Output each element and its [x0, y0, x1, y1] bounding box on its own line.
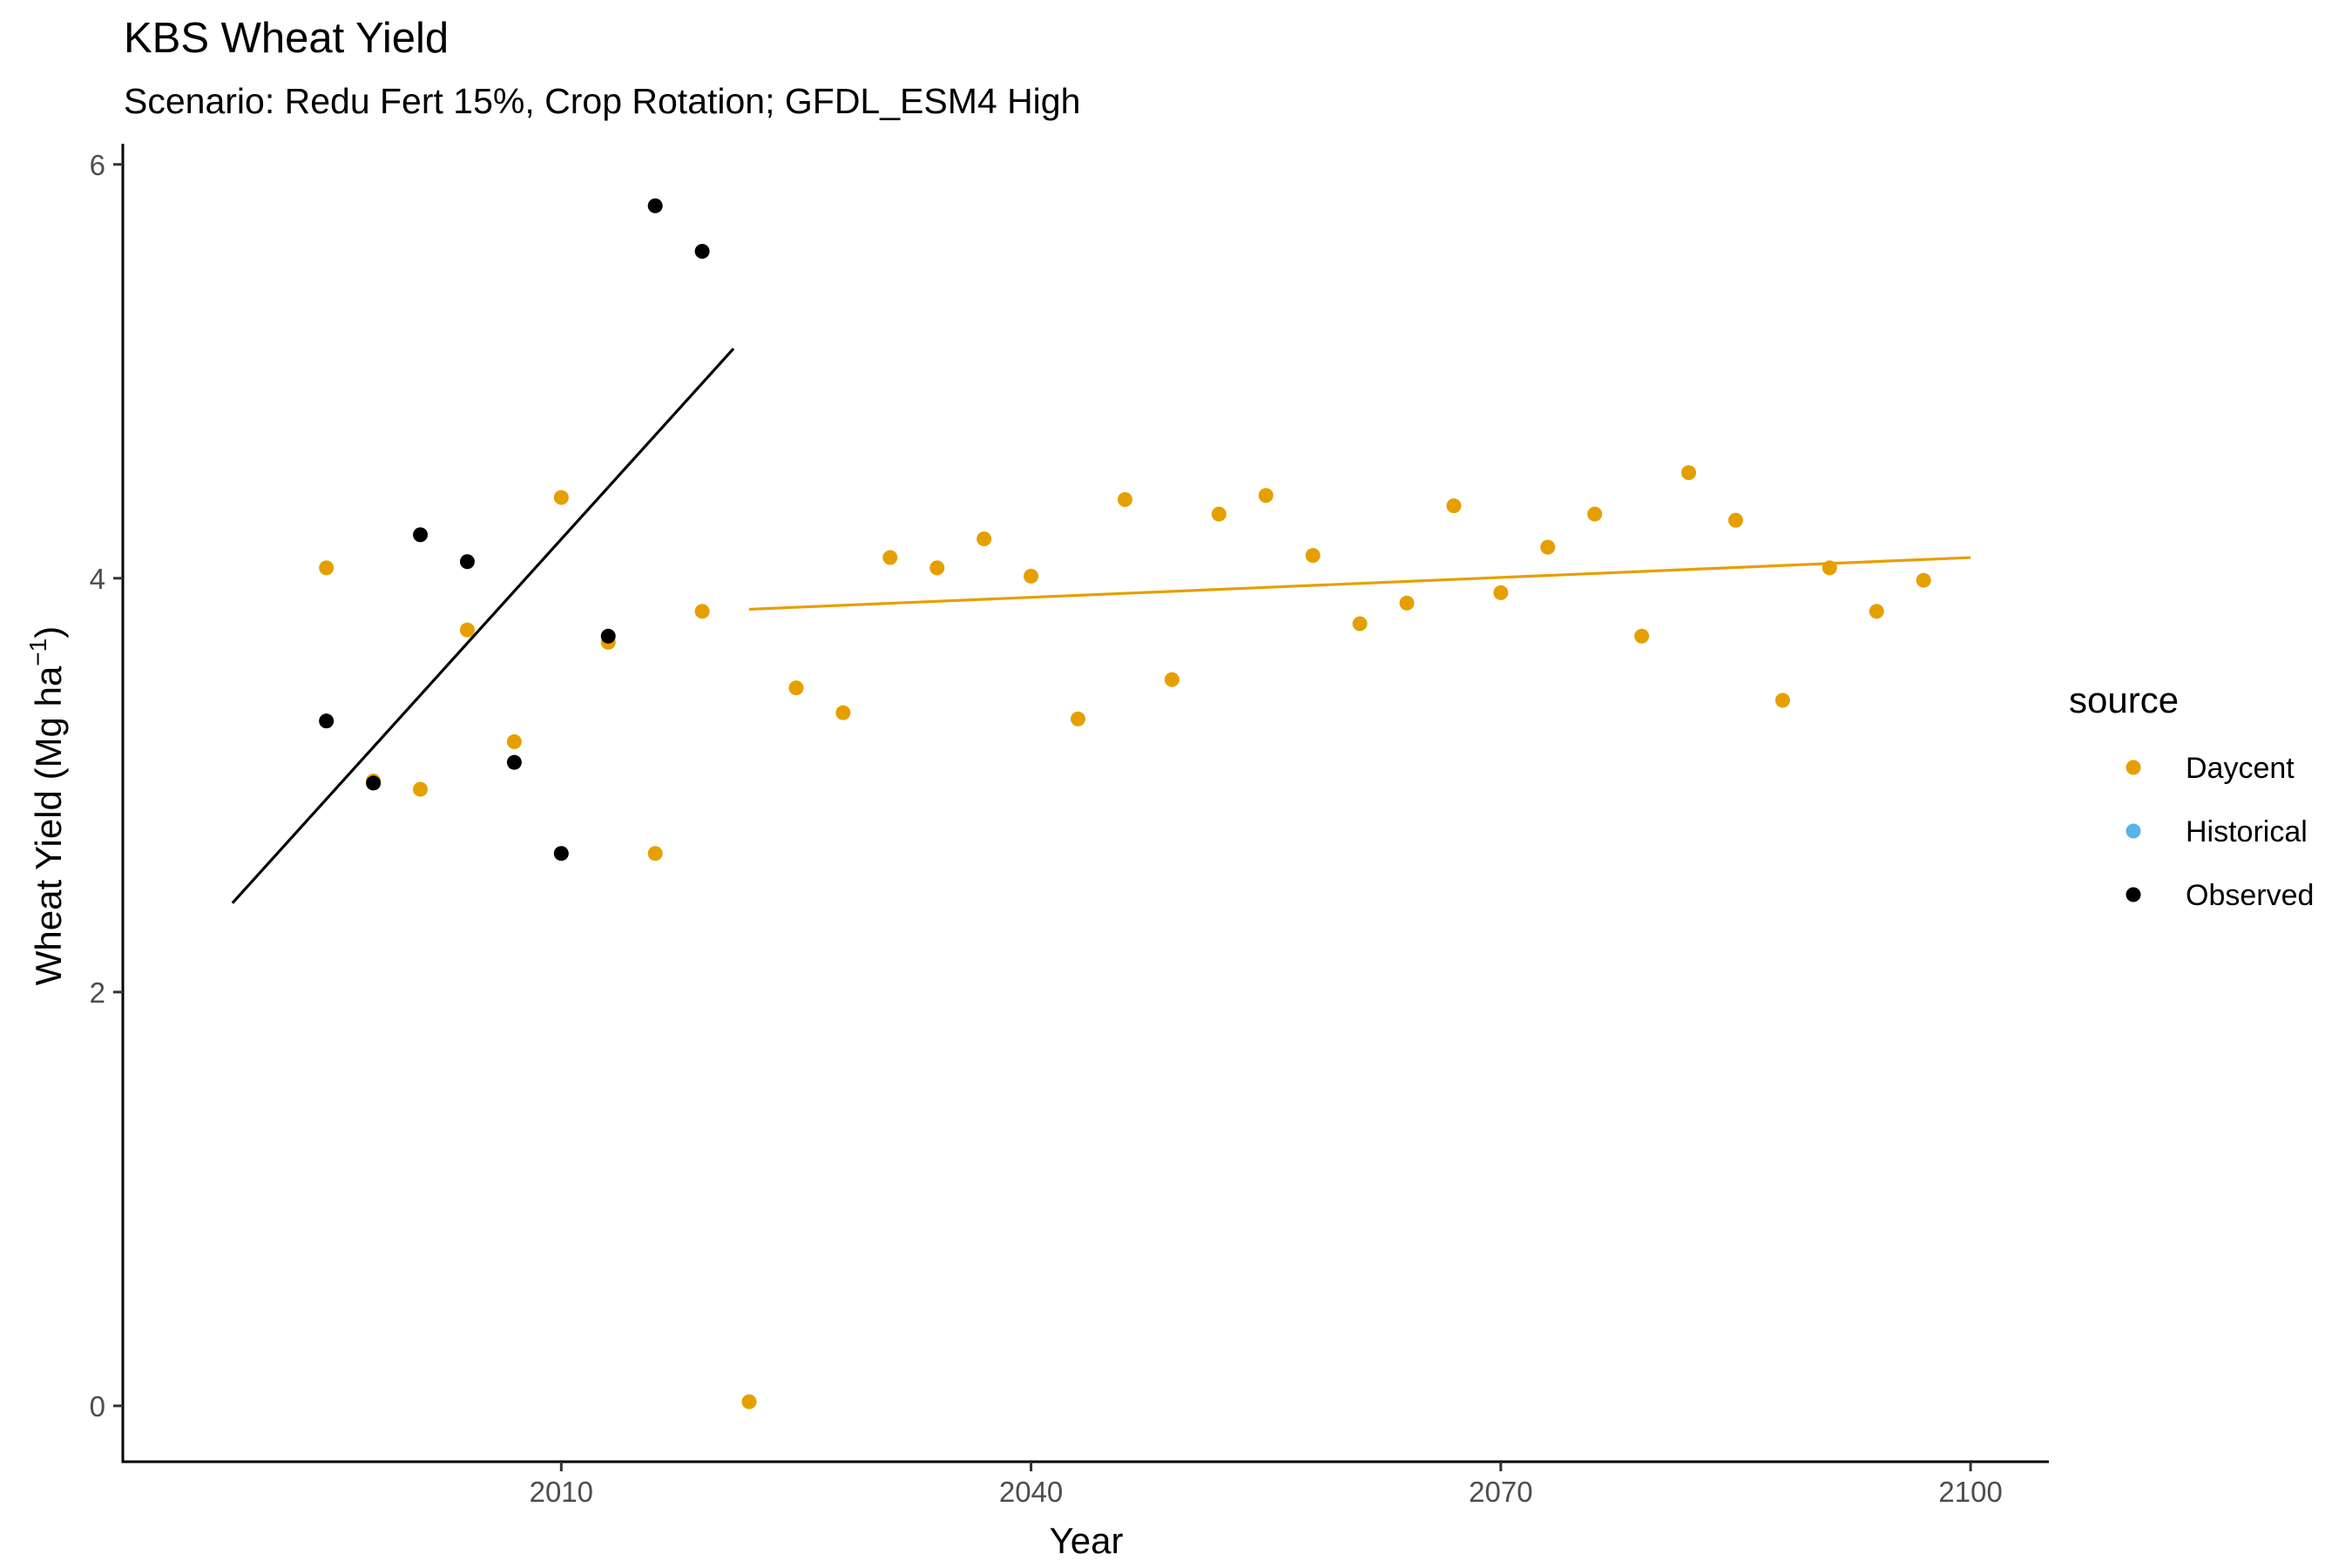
daycent-point [882, 550, 898, 565]
daycent-point [741, 1394, 757, 1409]
observed-point [553, 846, 569, 862]
observed-point [459, 554, 475, 570]
x-tick-label: 2010 [530, 1476, 593, 1508]
daycent-point [1258, 488, 1274, 504]
legend-label-daycent: Daycent [2186, 752, 2295, 785]
observed-point [694, 244, 710, 260]
daycent-point [929, 560, 945, 576]
daycent-point [1774, 693, 1790, 708]
daycent-point [694, 604, 710, 619]
x-tick-label: 2100 [1938, 1476, 2002, 1508]
daycent-point [1352, 616, 1368, 632]
daycent-trend-line [748, 556, 1971, 612]
daycent-point [1305, 548, 1321, 564]
daycent-point [506, 733, 522, 749]
y-tick-label: 6 [90, 149, 105, 181]
daycent-point [788, 680, 804, 696]
observed-point [319, 713, 335, 729]
legend: source Daycent Historical Observed [2069, 679, 2314, 912]
observed-point [600, 628, 616, 644]
daycent-point [319, 560, 335, 576]
daycent-point [977, 531, 992, 547]
daycent-point [1399, 595, 1415, 611]
observed-trend-line [231, 348, 735, 904]
x-tick-label: 2070 [1469, 1476, 1532, 1508]
y-tick-label: 4 [90, 563, 105, 595]
x-tick-label: 2040 [999, 1476, 1063, 1508]
observed-point [366, 775, 382, 791]
chart-title: KBS Wheat Yield [124, 15, 449, 62]
daycent-point [1681, 465, 1697, 481]
daycent-point [1446, 498, 1462, 514]
daycent-point [1540, 539, 1556, 555]
legend-key-daycent [2126, 760, 2141, 775]
daycent-point [1727, 512, 1743, 528]
daycent-point [1869, 604, 1884, 619]
daycent-point [835, 705, 851, 720]
legend-key-historical [2126, 823, 2141, 839]
y-axis-title-superscript: −1 [24, 639, 51, 666]
x-axis-ticks: 2010 2040 2070 2100 [530, 1462, 2003, 1508]
data-points [319, 198, 1931, 1409]
y-tick-label: 0 [90, 1390, 105, 1423]
legend-title: source [2069, 679, 2179, 720]
legend-label-observed: Observed [2186, 879, 2314, 912]
daycent-point [647, 846, 663, 862]
daycent-point [1587, 506, 1603, 522]
trend-lines [231, 348, 1971, 904]
observed-point [506, 754, 522, 770]
chart-subtitle: Scenario: Redu Fert 15%, Crop Rotation; … [124, 81, 1080, 121]
daycent-point [1634, 628, 1650, 644]
legend-key-observed [2126, 887, 2141, 902]
observed-point [647, 198, 663, 213]
observed-point [413, 527, 429, 543]
daycent-point [553, 490, 569, 505]
daycent-point [1211, 506, 1227, 522]
daycent-point [1164, 672, 1179, 687]
daycent-point [1071, 711, 1086, 727]
daycent-point [1916, 572, 1931, 588]
y-axis-title-close: ) [28, 626, 69, 639]
daycent-point [459, 622, 475, 638]
y-tick-label: 2 [90, 977, 105, 1009]
daycent-point [1117, 492, 1132, 508]
daycent-point [1493, 585, 1509, 600]
y-axis-title: Wheat Yield (Mg ha−1) [24, 626, 69, 985]
x-axis-title: Year [1050, 1520, 1124, 1561]
legend-label-historical: Historical [2186, 815, 2308, 848]
y-axis-title-main: Wheat Yield (Mg ha [28, 666, 69, 985]
y-axis-ticks: 0 2 4 6 [90, 149, 123, 1423]
legend-entries: Daycent Historical Observed [2126, 752, 2314, 912]
daycent-point [1821, 560, 1837, 576]
daycent-point [413, 781, 429, 797]
daycent-point [1024, 568, 1039, 584]
